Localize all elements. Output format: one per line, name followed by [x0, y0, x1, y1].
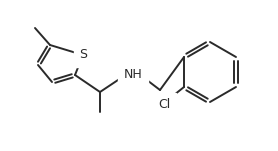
Text: NH: NH	[124, 67, 142, 80]
Text: Cl: Cl	[158, 98, 170, 111]
Text: S: S	[79, 48, 87, 61]
